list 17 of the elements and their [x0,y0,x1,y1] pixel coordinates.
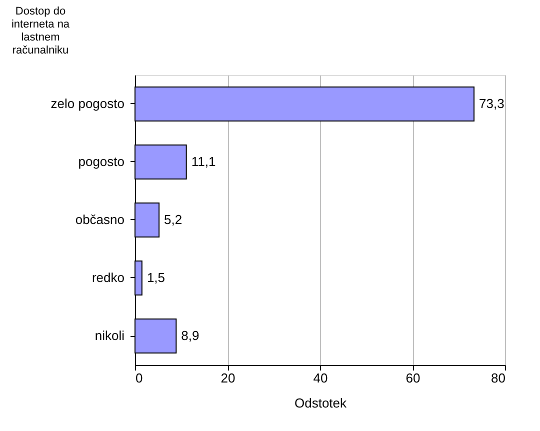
x-axis-title: Odstotek [294,396,348,410]
x-tick-label: 60 [406,370,420,386]
y-tick-label: občasno [75,212,124,227]
y-tick-label: zelo pogosto [50,96,124,111]
y-tick-label: nikoli [94,328,125,343]
data-label: 8,9 [181,328,200,343]
data-label: 5,2 [164,212,182,227]
y-axis-title: Dostop do interneta na lastnem računalniku [11,6,70,56]
x-tick-label: 20 [220,370,236,386]
data-label: 11,1 [191,154,216,169]
data-label: 1,5 [146,270,166,285]
y-tick-label: redko [92,270,124,285]
x-tick-label: 0 [136,370,143,386]
data-label: 73,3 [479,96,504,111]
x-tick-label: 80 [491,370,506,386]
x-tick-label: 40 [313,370,328,386]
y-tick-label: pogosto [78,154,124,169]
